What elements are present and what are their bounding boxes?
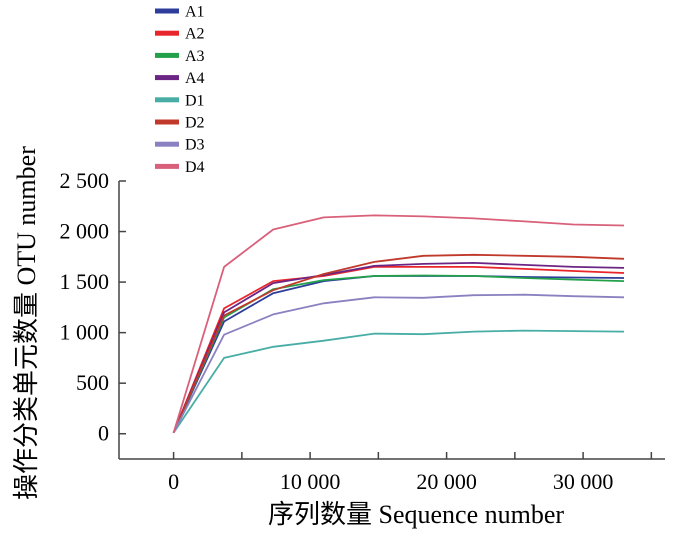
series-line-d3 <box>172 293 625 434</box>
legend-swatch-d2 <box>155 119 179 125</box>
legend-label-a1: A1 <box>185 4 205 21</box>
y-tick-label: 1 000 <box>60 320 110 345</box>
y-tick-label: 0 <box>98 421 109 446</box>
x-tick-label: 10 000 <box>280 469 341 494</box>
series-lines <box>172 214 625 434</box>
legend-label-d1: D1 <box>185 92 205 109</box>
legend-label-a2: A2 <box>185 26 205 43</box>
legend-label-a4: A4 <box>185 70 205 87</box>
legend-label-d3: D3 <box>185 137 205 154</box>
legend-swatch-a3 <box>155 52 179 58</box>
x-tick-label: 0 <box>168 469 179 494</box>
legend-label-d4: D4 <box>185 159 205 176</box>
legend-swatch-d4 <box>155 163 179 169</box>
legend-swatch-d3 <box>155 141 179 147</box>
y-tick-label: 2 500 <box>60 168 110 193</box>
series-line-a2 <box>172 265 625 434</box>
legend-label-a3: A3 <box>185 48 205 65</box>
y-axis: 0 500 1 000 1 500 2 000 2 500 <box>60 168 126 459</box>
legend-swatch-d1 <box>155 97 179 103</box>
legend: A1 A2 A3 A4 D1 D2 D3 D4 <box>155 4 205 176</box>
x-axis-title: 序列数量 Sequence number <box>268 500 564 529</box>
legend-swatch-a2 <box>155 30 179 36</box>
y-axis-title: 操作分类单元数量 OTU number <box>12 146 41 500</box>
legend-swatch-a1 <box>155 8 179 14</box>
x-tick-label: 20 000 <box>416 469 477 494</box>
y-tick-label: 2 000 <box>60 219 110 244</box>
y-tick-label: 500 <box>76 370 109 395</box>
y-tick-label: 1 500 <box>60 269 110 294</box>
x-axis: 0 10 000 20 000 30 000 <box>119 452 665 494</box>
x-tick-label: 30 000 <box>553 469 614 494</box>
series-line-d1 <box>172 329 625 434</box>
legend-swatch-a4 <box>155 75 179 81</box>
series-line-a4 <box>172 261 625 434</box>
legend-label-d2: D2 <box>185 115 205 132</box>
series-line-d4 <box>172 214 625 433</box>
series-line-d2 <box>172 253 625 434</box>
